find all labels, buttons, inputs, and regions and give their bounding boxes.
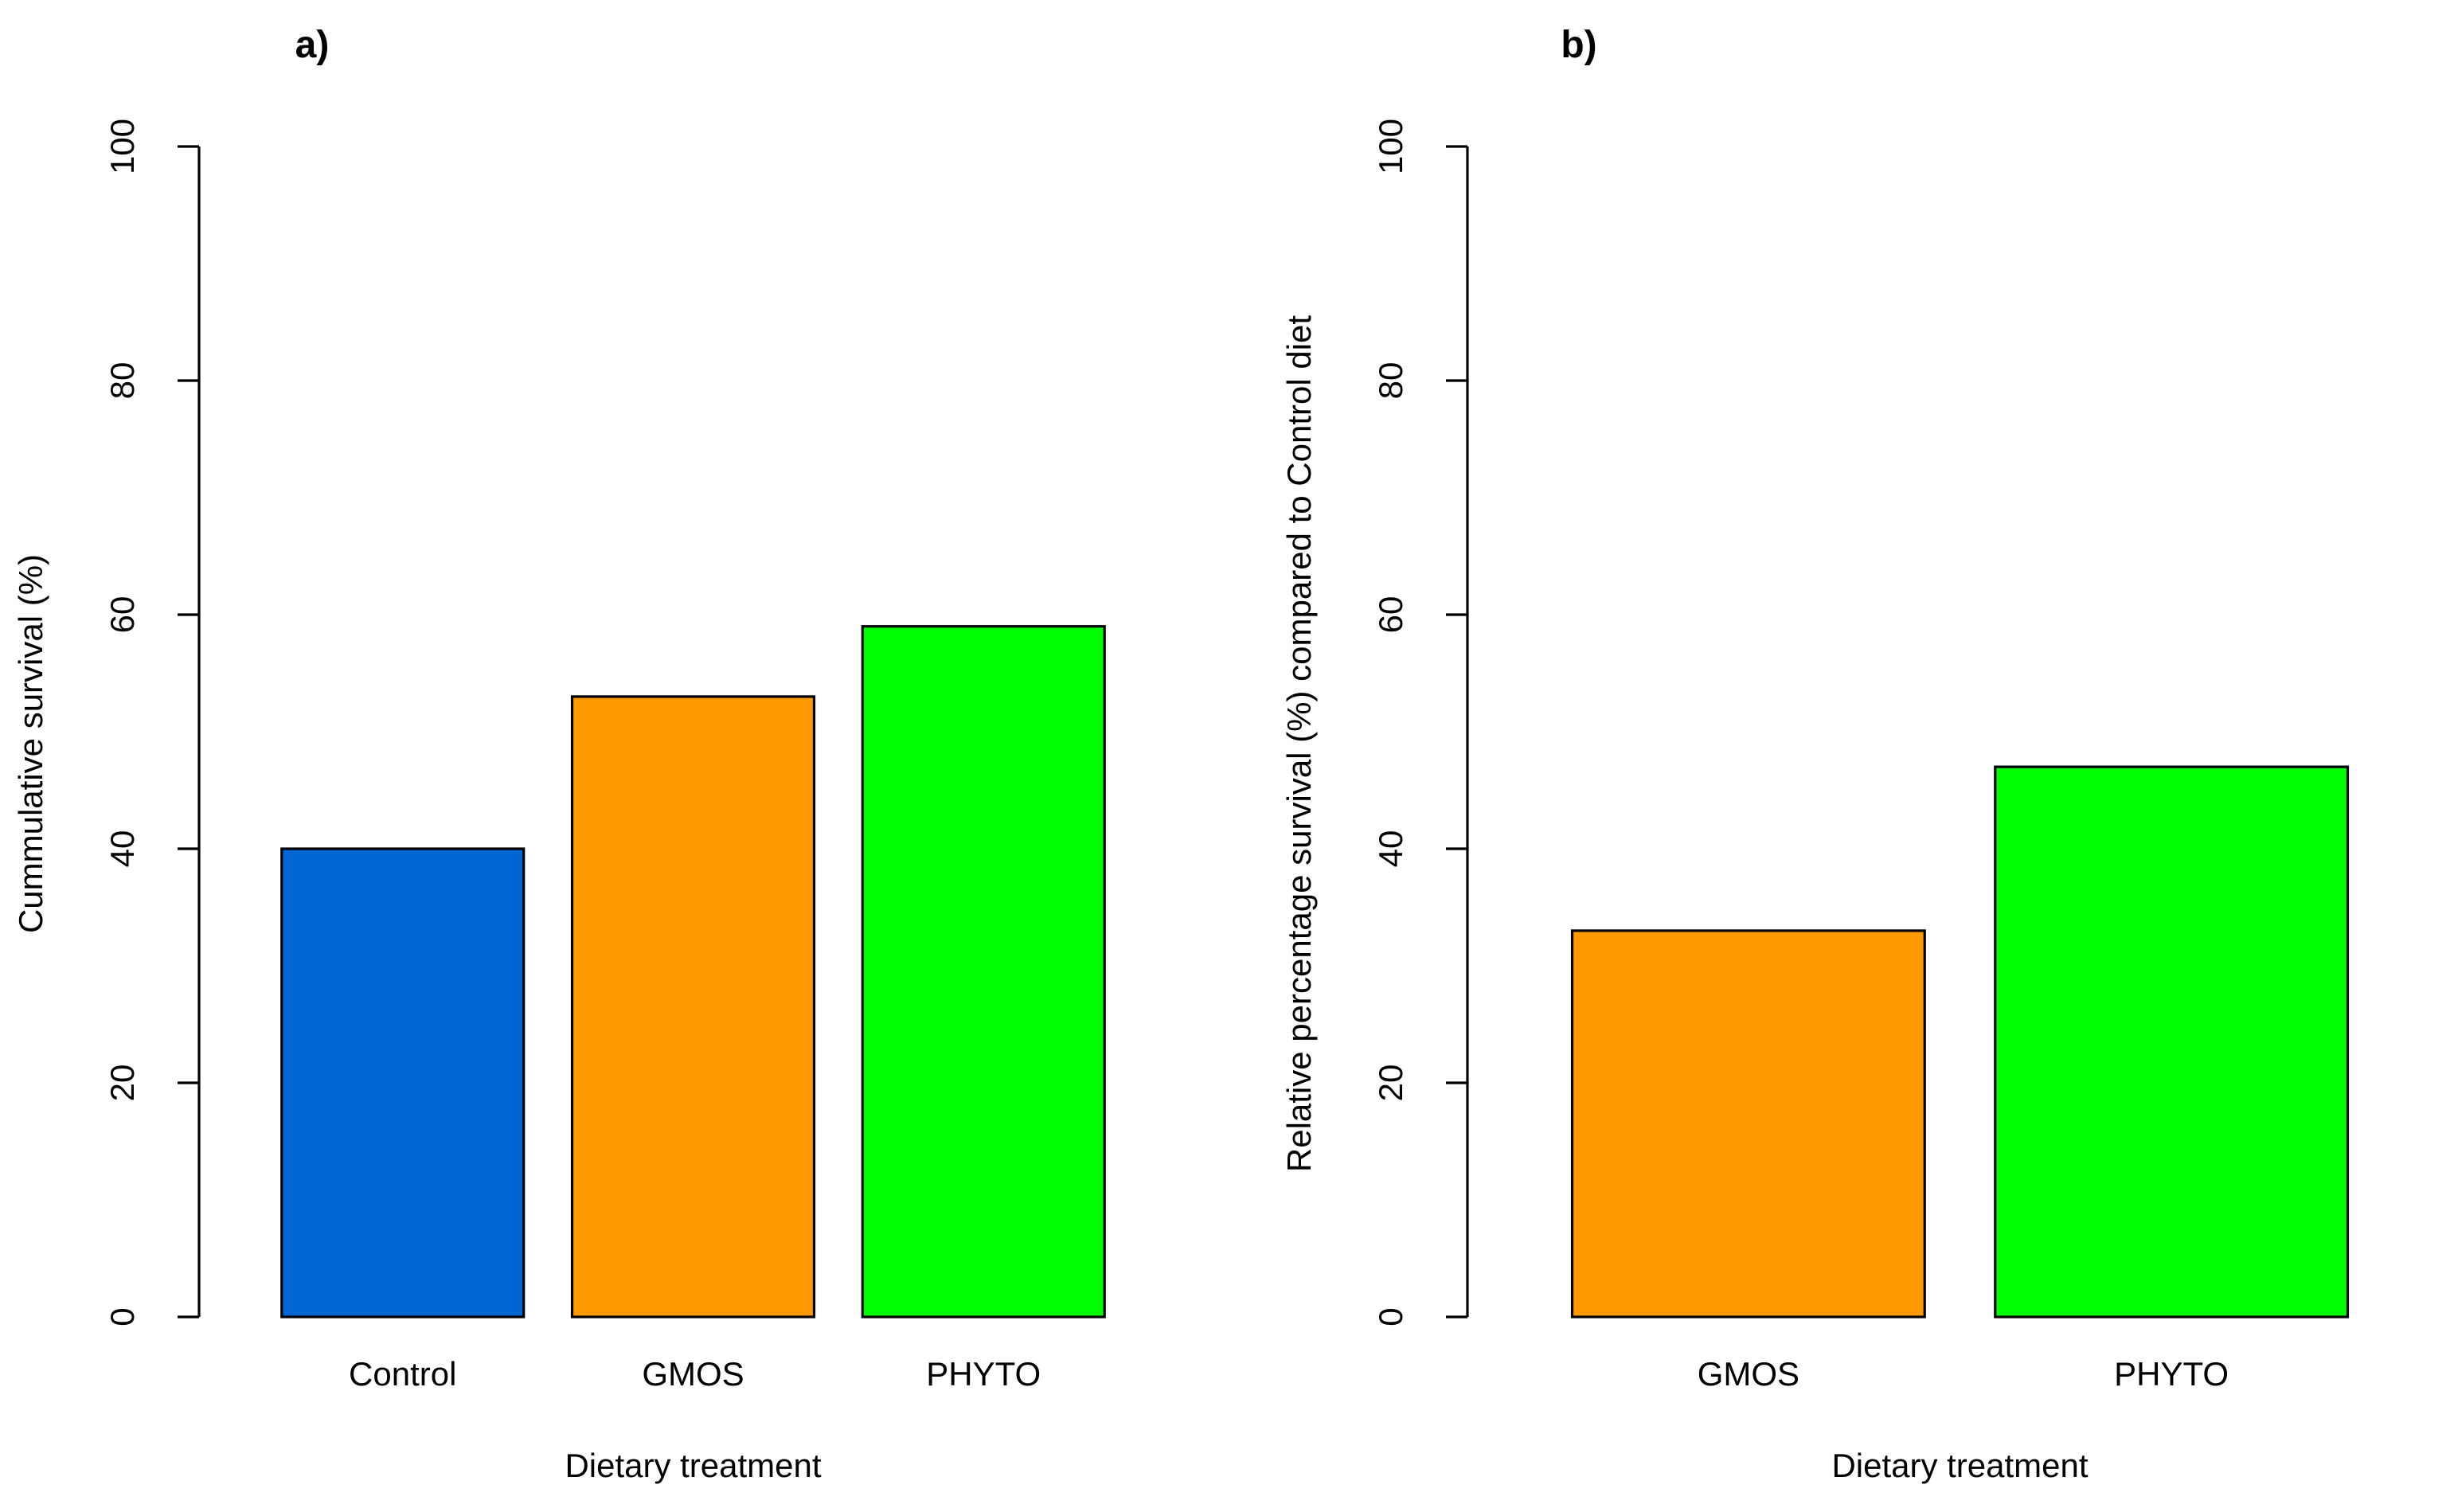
x-category-label: PHYTO xyxy=(926,1355,1041,1393)
bar-gmos xyxy=(1570,929,1926,1319)
y-axis-title: Relative percentage survival (%) compare… xyxy=(1280,315,1318,1172)
bar-phyto xyxy=(1994,765,2350,1319)
y-tick-label: 60 xyxy=(104,596,141,634)
y-tick-label: 40 xyxy=(1372,830,1409,868)
x-category-label: GMOS xyxy=(1698,1355,1799,1393)
y-tick-label: 100 xyxy=(104,119,141,174)
y-axis-title: Cummulative survival (%) xyxy=(12,554,49,933)
panel-label: a) xyxy=(295,24,330,66)
y-tick-label: 60 xyxy=(1372,596,1409,634)
y-tick-label: 80 xyxy=(104,362,141,400)
panel-a: 0 20 40 60 80 100 Cummulative survival (%) Cont… xyxy=(12,24,1106,1484)
panel-b: 0 20 40 60 80 100 Relative percentage survival… xyxy=(1280,24,2350,1484)
x-axis-title: Dietary treatment xyxy=(1831,1447,2088,1484)
bar-phyto xyxy=(861,625,1106,1319)
x-category-label: GMOS xyxy=(642,1355,744,1393)
x-axis-title: Dietary treatment xyxy=(565,1447,821,1484)
x-category-label: Control xyxy=(349,1355,456,1393)
y-tick-label: 100 xyxy=(1372,119,1409,174)
bar-gmos xyxy=(570,695,816,1319)
y-tick-label: 0 xyxy=(1372,1307,1409,1326)
y-tick-label: 20 xyxy=(104,1065,141,1102)
bar-control xyxy=(280,847,526,1319)
y-tick-label: 40 xyxy=(104,830,141,868)
y-tick-label: 0 xyxy=(104,1307,141,1326)
y-tick-label: 80 xyxy=(1372,362,1409,400)
panel-label: b) xyxy=(1561,24,1596,66)
y-tick-label: 20 xyxy=(1372,1065,1409,1102)
x-category-label: PHYTO xyxy=(2114,1355,2229,1393)
